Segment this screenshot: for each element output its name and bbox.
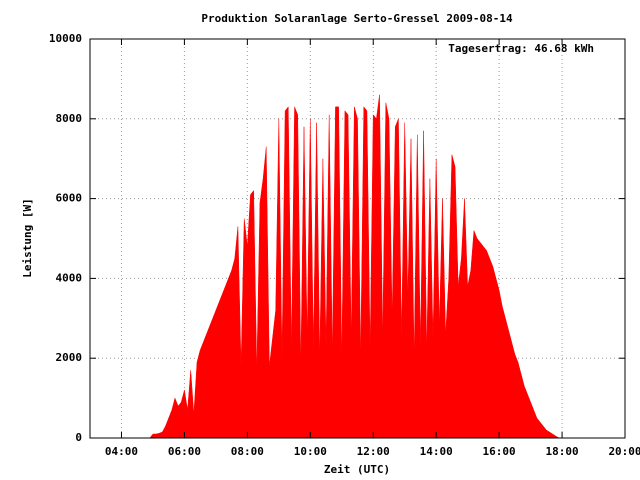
x-axis-label: Zeit (UTC)	[324, 463, 390, 476]
x-tick-label: 12:00	[357, 445, 390, 458]
y-tick-label: 2000	[56, 351, 83, 364]
y-tick-label: 4000	[56, 271, 83, 284]
y-tick-label: 8000	[56, 112, 83, 125]
y-tick-label: 10000	[49, 32, 82, 45]
chart-title: Produktion Solaranlage Serto-Gressel 200…	[201, 12, 513, 25]
y-tick-label: 0	[75, 431, 82, 444]
y-tick-label: 6000	[56, 192, 83, 205]
x-tick-label: 08:00	[231, 445, 264, 458]
x-tick-label: 16:00	[483, 445, 516, 458]
x-tick-label: 18:00	[545, 445, 578, 458]
y-axis-label: Leistung [W]	[21, 198, 34, 277]
x-tick-label: 14:00	[420, 445, 453, 458]
area	[149, 94, 560, 439]
plot-frame	[89, 38, 626, 439]
x-tick-label: 04:00	[105, 445, 138, 458]
x-tick-label: 10:00	[294, 445, 327, 458]
x-tick-label: 20:00	[608, 445, 640, 458]
x-tick-label: 06:00	[168, 445, 201, 458]
annotation: Tagesertrag: 46.68 kWh	[448, 42, 594, 55]
